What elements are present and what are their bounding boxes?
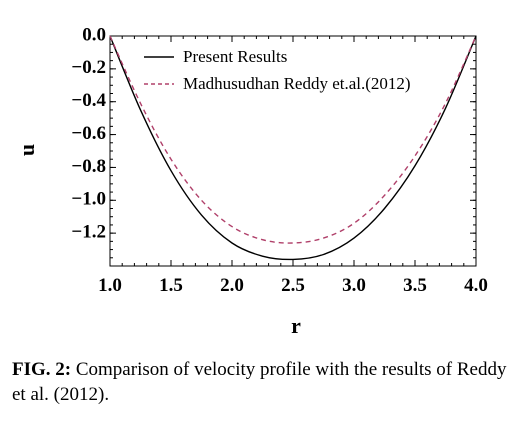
x-axis-title: r <box>291 313 301 338</box>
series-line-reddy-2012 <box>109 35 477 244</box>
series-line-present-results <box>109 35 477 261</box>
legend-label-reddy-2012: Madhusudhan Reddy et.al.(2012) <box>183 74 411 93</box>
figure-caption-text: Comparison of velocity profile with the … <box>12 359 507 405</box>
x-tick-label: 1.5 <box>159 275 183 296</box>
y-tick-label: 0.0 <box>82 24 106 45</box>
velocity-profile-chart: 1.0 1.5 2.0 2.5 3.0 3.5 4.0 0.0 −0.2 −0.4 −0.6 −0.… <box>14 24 488 338</box>
legend-label-present-results: Present Results <box>183 47 287 66</box>
x-tick-label: 3.5 <box>403 275 427 296</box>
legend: Present Results Madhusudhan Reddy et.al.… <box>144 47 411 93</box>
y-tick-label: −0.8 <box>71 156 106 177</box>
figure-caption: FIG. 2: Comparison of velocity profile w… <box>12 357 512 407</box>
y-tick-label: −1.0 <box>71 189 106 210</box>
y-tick-label: −0.6 <box>71 123 106 144</box>
x-tick-label: 4.0 <box>464 275 488 296</box>
x-tick-label: 2.5 <box>281 275 305 296</box>
y-tick-labels: 0.0 −0.2 −0.4 −0.6 −0.8 −1.0 −1.2 <box>71 24 106 242</box>
axis-ticks <box>109 35 477 267</box>
y-tick-label: −1.2 <box>71 222 106 243</box>
y-axis-title: u <box>14 144 39 156</box>
x-tick-label: 1.0 <box>98 275 122 296</box>
plot-frame <box>109 35 477 267</box>
x-tick-label: 2.0 <box>220 275 244 296</box>
x-tick-labels: 1.0 1.5 2.0 2.5 3.0 3.5 4.0 <box>98 275 488 296</box>
y-tick-label: −0.4 <box>71 90 106 111</box>
figure-label: FIG. 2: <box>12 359 72 380</box>
x-tick-label: 3.0 <box>342 275 366 296</box>
series-lines <box>109 35 477 261</box>
y-tick-label: −0.2 <box>71 57 106 78</box>
